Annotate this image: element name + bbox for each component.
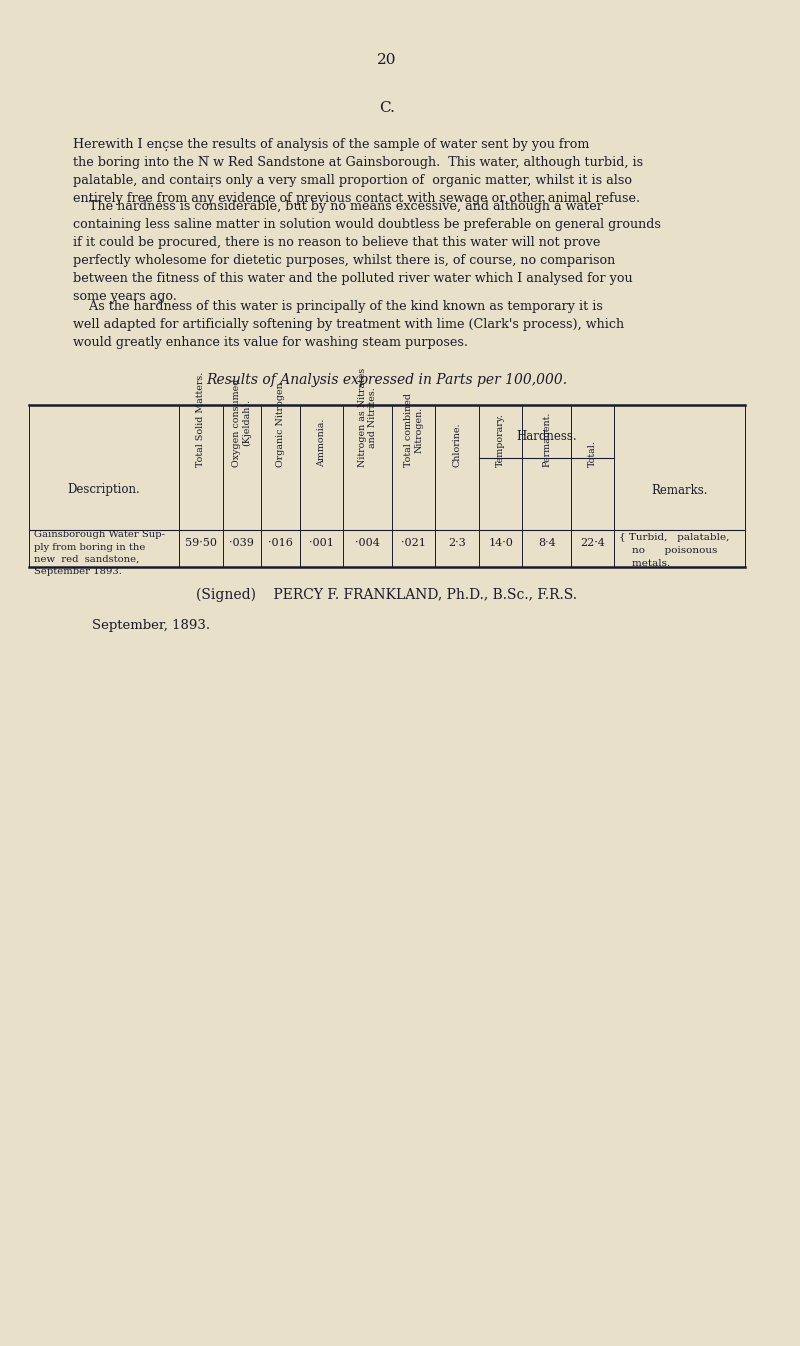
Text: 22·4: 22·4 bbox=[580, 538, 605, 549]
Text: ·001: ·001 bbox=[310, 538, 334, 549]
Text: Herewith I enc̣se the results of analysis of the sample of water sent by you fro: Herewith I enc̣se the results of analysi… bbox=[73, 139, 642, 205]
Text: { Turbid,   palatable,
    no      poisonous
    metals.: { Turbid, palatable, no poisonous metals… bbox=[619, 533, 730, 568]
Text: (Signed)    PERCY F. FRANKLAND, Ph.D., B.Sc., F.R.S.: (Signed) PERCY F. FRANKLAND, Ph.D., B.Sc… bbox=[197, 588, 578, 602]
Text: 20: 20 bbox=[378, 52, 397, 67]
Text: Hardness.: Hardness. bbox=[516, 431, 577, 443]
Text: 14·0: 14·0 bbox=[488, 538, 513, 549]
Text: 59·50: 59·50 bbox=[185, 538, 217, 549]
Text: Total.: Total. bbox=[588, 440, 597, 467]
Text: Oxygen consumed
(Kjeldah).: Oxygen consumed (Kjeldah). bbox=[232, 378, 252, 467]
Text: Results of Analysis expressed in Parts per 100,000.: Results of Analysis expressed in Parts p… bbox=[206, 373, 567, 388]
Text: ·039: ·039 bbox=[230, 538, 254, 549]
Text: Organic Nitrogen.: Organic Nitrogen. bbox=[276, 380, 285, 467]
Text: Permanent.: Permanent. bbox=[542, 412, 551, 467]
Text: C.: C. bbox=[379, 101, 395, 114]
Text: ·016: ·016 bbox=[268, 538, 293, 549]
Text: 2·3: 2·3 bbox=[448, 538, 466, 549]
Text: Gainsborough Water Sup-
ply from boring in the
new  red  sandstone,
September 18: Gainsborough Water Sup- ply from boring … bbox=[34, 530, 165, 576]
Text: Description.: Description. bbox=[68, 483, 140, 497]
Text: Total Solid Matters.: Total Solid Matters. bbox=[196, 371, 206, 467]
Text: Remarks.: Remarks. bbox=[651, 483, 708, 497]
Text: Chlorine.: Chlorine. bbox=[453, 423, 462, 467]
Text: Nitrogen as Nitrates
and Nitrites.: Nitrogen as Nitrates and Nitrites. bbox=[358, 367, 378, 467]
Text: As the hardness of this water is principally of the kind known as temporary it i: As the hardness of this water is princip… bbox=[73, 300, 624, 349]
Text: September, 1893.: September, 1893. bbox=[92, 619, 210, 631]
Text: Ammonia.: Ammonia. bbox=[317, 419, 326, 467]
Text: ·004: ·004 bbox=[355, 538, 380, 549]
Text: 8·4: 8·4 bbox=[538, 538, 555, 549]
Text: The hardness is considerable, but by no means excessive, and although a water
co: The hardness is considerable, but by no … bbox=[73, 201, 661, 303]
Text: Temporary.: Temporary. bbox=[496, 413, 505, 467]
Text: Total combined
Nitrogen.: Total combined Nitrogen. bbox=[404, 393, 423, 467]
Text: ·021: ·021 bbox=[401, 538, 426, 549]
